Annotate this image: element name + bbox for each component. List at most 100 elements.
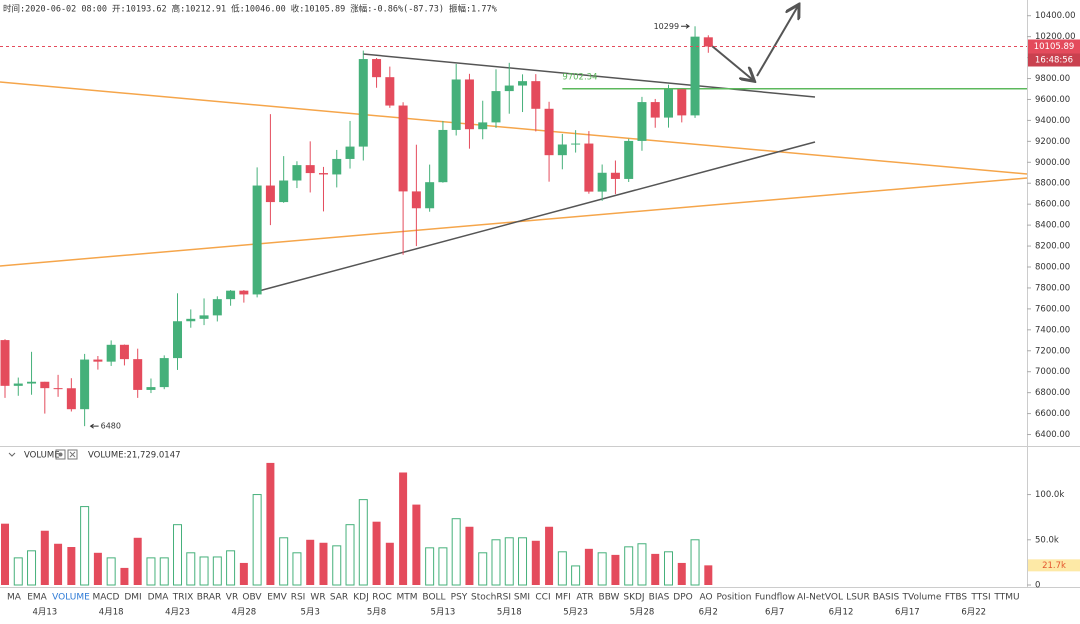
volume-bar [651,553,660,585]
close-icon-x [69,451,76,458]
volume-bar [597,552,607,586]
y-tick-label: 10400.00 [1035,11,1076,21]
candle-body [491,91,501,123]
candle-body [133,359,143,390]
indicator-button[interactable]: BIAS [649,593,670,603]
settings-icon[interactable] [55,449,66,460]
indicator-button[interactable]: FTBS [945,593,968,603]
y-tick-label: 7000.00 [1035,367,1070,377]
volume-bar [399,472,408,585]
volume-bar [319,542,328,585]
volume-tick-label: 0 [1035,581,1040,591]
y-tick-label: 10200.00 [1035,32,1076,42]
header-field: 低:10046.00 [231,4,286,15]
indicator-button[interactable]: DPO [673,593,692,603]
volume-bar [27,550,37,586]
indicator-button[interactable]: LSUR [846,593,870,603]
volume-bar [504,537,514,586]
indicator-button[interactable]: OBV [242,593,262,603]
y-tick-label: 9000.00 [1035,158,1070,168]
indicator-button[interactable]: Position [716,593,751,603]
x-tick-label: 6月17 [895,608,920,618]
indicator-button[interactable]: VOLUME [52,593,90,603]
volume-bar [186,552,196,586]
candle-body [690,36,700,116]
candle-body [518,81,528,86]
x-tick-label: 4月28 [231,608,256,618]
collapse-icon[interactable] [8,452,16,457]
trend-line [362,53,816,98]
indicator-button[interactable]: SMI [514,593,530,603]
header-field: 涨幅:-0.86%(-87.73) [350,4,444,15]
trend-line [254,141,816,293]
x-tick-label: 4月23 [165,608,190,618]
indicator-button[interactable]: SKDJ [623,593,644,603]
volume-bar [412,504,421,585]
indicator-button[interactable]: ATR [576,593,593,603]
volume-bar [451,518,461,586]
volume-readout: VOLUME:21,729.0147 [88,451,181,461]
indicator-button[interactable]: BBW [599,593,620,603]
indicator-button[interactable]: MA [7,593,22,603]
indicator-button[interactable]: DMI [124,593,141,603]
candle-body [239,290,249,295]
indicator-button[interactable]: AO [699,593,712,603]
candle-body [531,81,541,109]
indicator-button[interactable]: MACD [93,593,120,603]
volume-bar [54,543,63,585]
indicator-button[interactable]: MTM [396,593,417,603]
indicator-button[interactable]: RSI [291,593,306,603]
indicator-button[interactable]: ROC [372,593,392,603]
indicator-button[interactable]: TTSI [970,593,990,603]
indicator-button[interactable]: EMA [27,593,47,603]
volume-bar [358,499,368,586]
indicator-button[interactable]: SAR [330,593,348,603]
close-icon[interactable] [67,449,78,460]
x-tick-label: 4月13 [32,608,57,618]
indicator-button[interactable]: TVolume [902,593,942,603]
indicator-button[interactable]: PSY [451,593,468,603]
indicator-button[interactable]: MFI [555,593,571,603]
y-tick-label: 7800.00 [1035,283,1070,293]
candle-body [146,387,156,390]
candle-body [624,140,634,179]
indicator-button[interactable]: TTMU [993,593,1019,603]
indicator-button[interactable]: BOLL [422,593,445,603]
volume-bar [173,524,183,586]
countdown-text: 16:48:56 [1035,56,1073,66]
indicator-button[interactable]: DMA [148,593,170,603]
volume-tick-label: 50.0k [1035,535,1059,545]
candle-body [584,143,594,192]
candle-body [345,146,355,159]
indicator-button[interactable]: KDJ [353,593,369,603]
indicator-button[interactable]: Fundflow [755,593,795,603]
volume-bar [491,539,501,586]
x-tick-label: 6月12 [829,608,854,618]
volume-bar [133,537,142,585]
indicator-button[interactable]: AI-NetVOL [797,593,843,603]
volume-bar [372,521,381,585]
y-tick-label: 6600.00 [1035,409,1070,419]
volume-bar [13,557,23,586]
header: 时间:2020-06-02 08:00 开:10193.62 高:10212.91 低… [3,4,497,15]
indicator-button[interactable]: EMV [267,593,287,603]
indicator-button[interactable]: TRIX [172,593,194,603]
candle-body [53,388,63,390]
volume-bar [637,543,647,586]
candle-body [13,383,23,386]
header-field: 高:10212.91 [172,4,227,15]
volume-bar [279,537,289,586]
indicator-button[interactable]: VR [226,593,238,603]
volume-bar [332,545,342,586]
indicator-button[interactable]: CCI [535,593,550,603]
volume-bar [212,556,222,586]
volume-bar [557,551,567,586]
indicator-button[interactable]: WR [310,593,325,603]
volume-bar [531,540,540,585]
indicator-button[interactable]: BRAR [197,593,221,603]
indicator-button[interactable]: BASIS [873,593,900,603]
candle-body [650,102,660,118]
candle-body [40,381,50,389]
indicator-button[interactable]: StochRSI [471,593,511,603]
price-tag-text: 10105.89 [1034,42,1075,52]
